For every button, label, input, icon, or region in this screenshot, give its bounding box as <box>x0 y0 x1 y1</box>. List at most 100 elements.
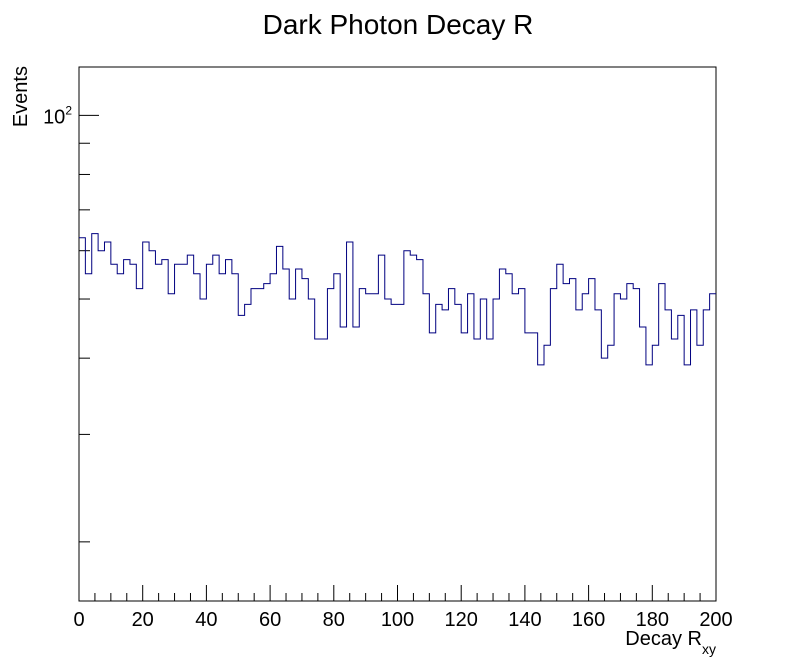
y-axis: 102 <box>43 103 99 543</box>
histogram-bin <box>334 274 340 601</box>
histogram-bin <box>391 304 397 601</box>
x-tick-label: 100 <box>381 609 414 631</box>
histogram-bin <box>219 274 225 601</box>
histogram-bin <box>620 299 626 601</box>
histogram-bin <box>264 284 270 601</box>
histogram-bin <box>569 279 575 601</box>
histogram-bin <box>684 365 690 601</box>
histogram-bin <box>327 289 333 601</box>
histogram-bin <box>563 284 569 601</box>
x-tick-labels: 0 20 40 60 80 100 120 140 160 180 200 <box>73 609 732 631</box>
histogram-outline <box>79 233 716 366</box>
x-axis-label-main: Decay R <box>625 628 702 650</box>
histogram-bin <box>493 299 499 601</box>
histogram-bin <box>296 269 302 601</box>
histogram-bin <box>691 310 697 601</box>
histogram-bin <box>499 269 505 601</box>
histogram-bin <box>436 304 442 601</box>
histogram-bin <box>627 284 633 601</box>
histogram-bin <box>372 294 378 601</box>
histogram-bin <box>461 333 467 601</box>
histogram-bin <box>270 274 276 601</box>
x-ticks <box>78 585 717 601</box>
histogram-bin <box>429 333 435 601</box>
histogram-bin <box>398 304 404 601</box>
histogram-bin <box>417 260 423 601</box>
histogram-bin <box>104 242 110 601</box>
histogram-bin <box>92 234 98 601</box>
histogram-bin <box>576 310 582 601</box>
histogram-bin <box>276 246 282 601</box>
histogram-bin <box>646 365 652 601</box>
histogram-bin <box>143 242 149 601</box>
histogram-bin <box>512 294 518 601</box>
histogram-bin <box>245 304 251 601</box>
plot-frame <box>78 66 717 602</box>
histogram-bin <box>124 260 130 601</box>
histogram-bin <box>79 238 85 601</box>
histogram-bin <box>703 310 709 601</box>
histogram-bin <box>550 289 556 601</box>
histogram-bin <box>366 294 372 601</box>
histogram-bin <box>448 289 454 601</box>
histogram-bin <box>117 274 123 601</box>
histogram-bin <box>601 358 607 601</box>
histogram-bin <box>85 274 91 601</box>
histogram-bin <box>155 264 161 601</box>
x-axis-label-subscript: xy <box>702 641 716 657</box>
histogram-bin <box>659 284 665 601</box>
histogram-bin <box>315 339 321 601</box>
histogram-bin <box>251 289 257 601</box>
x-tick-label: 60 <box>259 609 281 631</box>
x-axis-label: Decay Rxy <box>625 628 716 657</box>
histogram-bin <box>442 310 448 601</box>
histogram-bin <box>614 294 620 601</box>
histogram-bin <box>232 274 238 601</box>
histogram-bin <box>582 294 588 601</box>
histogram-bin <box>168 294 174 601</box>
histogram-bin <box>678 315 684 601</box>
histogram-bin <box>410 255 416 601</box>
histogram-bin <box>519 289 525 601</box>
histogram-bin <box>226 260 232 601</box>
histogram-bin <box>162 260 168 601</box>
y-tick-exponent: 2 <box>65 103 72 117</box>
histogram-bin <box>308 299 314 601</box>
histogram-bin <box>487 339 493 601</box>
histogram-bin <box>455 304 461 601</box>
histogram-bin <box>181 264 187 601</box>
histogram-bin <box>340 327 346 601</box>
histogram-bin <box>557 264 563 601</box>
histogram-bin <box>480 299 486 601</box>
histogram-bin <box>589 279 595 601</box>
histogram-bin <box>697 345 703 601</box>
histogram-bin <box>257 289 263 601</box>
histogram-bin <box>194 274 200 601</box>
histogram-bin <box>359 289 365 601</box>
x-tick-label: 140 <box>508 609 541 631</box>
histogram-bin <box>595 310 601 601</box>
histogram-bin <box>111 264 117 601</box>
chart-title: Dark Photon Decay R <box>263 9 534 40</box>
histogram-bin <box>347 242 353 601</box>
histogram-bin <box>149 251 155 601</box>
x-tick-label: 160 <box>572 609 605 631</box>
y-minor-ticks <box>79 142 90 543</box>
histogram-bin <box>206 264 212 601</box>
histogram-bin <box>321 339 327 601</box>
histogram-bin <box>423 294 429 601</box>
histogram-bin <box>671 339 677 601</box>
x-tick-label: 200 <box>699 609 732 631</box>
histogram-bin <box>200 299 206 601</box>
histogram-bin <box>213 255 219 601</box>
histogram-bin <box>404 251 410 601</box>
histogram-bin <box>378 255 384 601</box>
histogram-bin <box>710 294 716 601</box>
histogram-bin <box>525 333 531 601</box>
x-tick-label: 20 <box>132 609 154 631</box>
histogram-bin <box>302 279 308 601</box>
y-tick-label: 102 <box>43 103 72 128</box>
histogram-bin <box>640 327 646 601</box>
histogram-bin <box>136 289 142 601</box>
